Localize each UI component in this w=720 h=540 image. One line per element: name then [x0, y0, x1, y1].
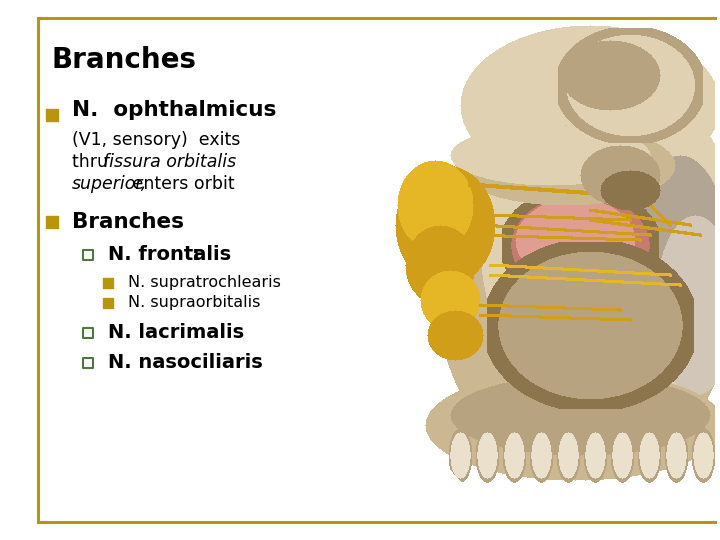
- Text: N. supratrochlearis: N. supratrochlearis: [128, 275, 281, 291]
- Text: N. nasociliaris: N. nasociliaris: [108, 354, 263, 373]
- Text: N. frontalis: N. frontalis: [108, 246, 231, 265]
- Text: Branches: Branches: [52, 46, 197, 74]
- Text: N. lacrimalis: N. lacrimalis: [108, 323, 244, 342]
- Point: [46, 111, 58, 119]
- Point: [82, 329, 94, 338]
- Point: [46, 218, 58, 226]
- Text: N. supraorbitalis: N. supraorbitalis: [128, 295, 261, 310]
- Point: [102, 279, 114, 287]
- Point: [102, 299, 114, 307]
- Text: (V1, sensory)  exits: (V1, sensory) exits: [72, 131, 240, 149]
- Text: fissura orbitalis: fissura orbitalis: [103, 153, 236, 171]
- Text: thru: thru: [72, 153, 114, 171]
- Text: enters orbit: enters orbit: [127, 175, 235, 193]
- Text: Branches: Branches: [72, 212, 184, 232]
- Text: N.  ophthalmicus: N. ophthalmicus: [72, 100, 276, 120]
- Point: [82, 251, 94, 259]
- Point: [82, 359, 94, 367]
- Text: :: :: [192, 246, 199, 265]
- Text: superior,: superior,: [72, 175, 148, 193]
